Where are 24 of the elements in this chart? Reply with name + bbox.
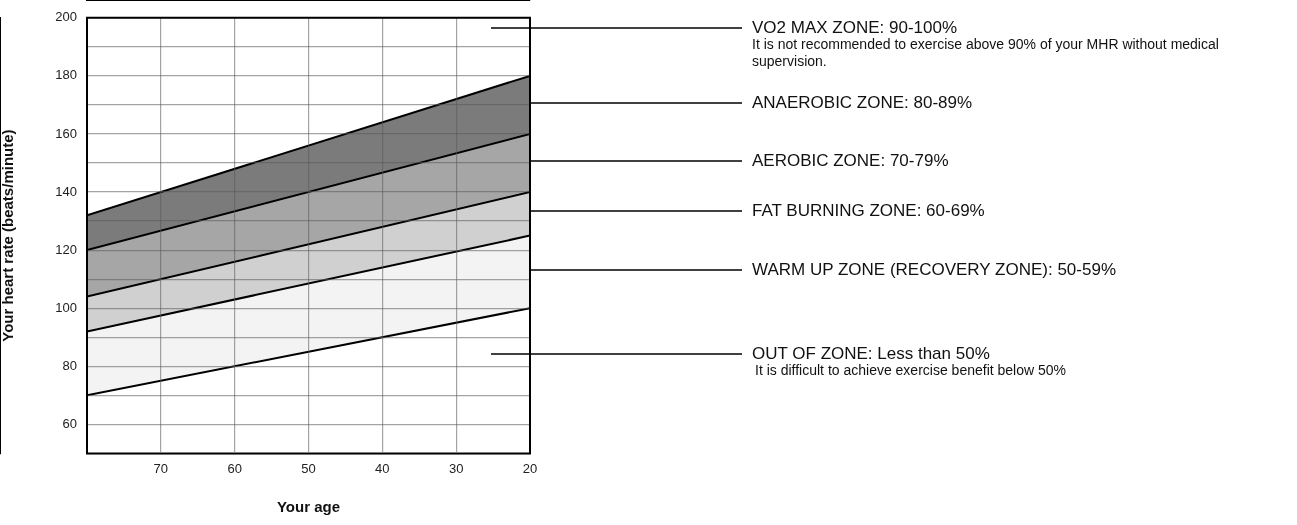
y-tick-label: 180 — [55, 67, 77, 83]
text: ANAEROBIC ZONE: 80-89% — [752, 92, 973, 112]
x-axis-title: Your age — [276, 498, 341, 516]
y-tick-label: 200 — [55, 9, 77, 25]
text: VO2 MAX ZONE: 90-100% — [752, 17, 958, 37]
x-tick-label: 20 — [522, 460, 538, 476]
y-tick-label: 60 — [62, 415, 77, 431]
text: FAT BURNING ZONE: 60-69% — [752, 200, 985, 220]
x-tick-label: 50 — [301, 460, 316, 476]
y-tick-label: 80 — [62, 357, 77, 373]
y-tick-label: 100 — [55, 299, 77, 315]
x-tick-label: 70 — [153, 460, 169, 476]
text: It is difficult to achieve exercise benefit below 50% — [755, 361, 1067, 378]
x-tick-label: 30 — [448, 460, 464, 476]
text: It is not recommended to exercise above 90% of your MHR without medical supervision. — [752, 35, 1219, 69]
text: AEROBIC ZONE: 70-79% — [752, 150, 949, 170]
y-tick-label: 140 — [55, 183, 77, 199]
x-tick-label: 40 — [375, 460, 390, 476]
y-tick-label: 120 — [55, 241, 77, 257]
text: WARM UP ZONE (RECOVERY ZONE): 50-59% — [752, 259, 1116, 279]
text: OUT OF ZONE: Less than 50% — [752, 343, 990, 363]
y-axis-title: Your heart rate (beats/minute) — [0, 129, 17, 342]
x-tick-label: 60 — [227, 460, 242, 476]
y-tick-label: 160 — [55, 125, 77, 141]
